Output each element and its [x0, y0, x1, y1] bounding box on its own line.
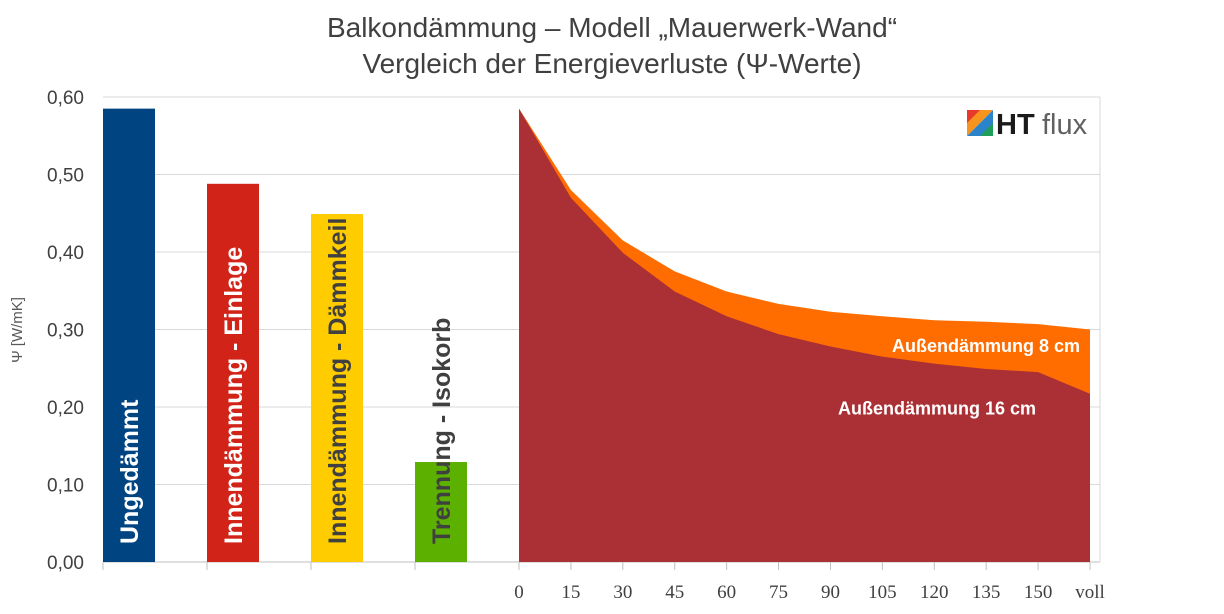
y-tick-label: 0,30	[47, 321, 84, 342]
x-tick-label: voll	[1075, 582, 1105, 603]
x-tick-label: 75	[769, 582, 788, 603]
logo-text-flux: flux	[1042, 109, 1088, 141]
area-series	[519, 108, 1090, 562]
y-tick-label: 0,20	[47, 398, 84, 419]
x-tick-label: 150	[1024, 582, 1053, 603]
bar	[207, 183, 259, 563]
bar	[103, 108, 155, 562]
bar	[415, 462, 467, 562]
htflux-logo: HT flux	[967, 109, 1088, 141]
y-tick-label: 0,40	[47, 243, 84, 264]
x-tick-label: 120	[920, 582, 949, 603]
chart-title: Balkondämmung – Modell „Mauerwerk-Wand“ …	[0, 10, 1224, 82]
y-tick-label: 0,00	[47, 553, 84, 574]
bar-label: Innendämmung - Einlage	[220, 247, 248, 544]
x-tick-label: 15	[561, 582, 580, 603]
bar-label: Innendämmung - Dämmkeil	[324, 218, 352, 544]
series-label: Außendämmung 8 cm	[892, 336, 1080, 356]
x-tick-label: 90	[821, 582, 840, 603]
logo-mark-icon	[967, 110, 993, 136]
y-tick-label: 0,10	[47, 476, 84, 497]
y-tick-label: 0,60	[47, 88, 84, 109]
chart-subtitle: Vergleich der Energieverluste (Ψ-Werte)	[362, 48, 862, 79]
y-tick-labels: 0,00 0,10 0,20 0,30 0,40 0,50 0,60	[47, 88, 84, 574]
x-tick-label: 135	[972, 582, 1001, 603]
chart-title-line1: Balkondämmung – Modell „Mauerwerk-Wand“	[326, 12, 898, 43]
y-tick-label: 0,50	[47, 166, 84, 187]
x-tick-label: 0	[514, 582, 524, 603]
x-tick-labels: 0 15 30 45 60 75 90 105 120 135 150 voll	[514, 562, 1105, 603]
series-label: Außendämmung 16 cm	[838, 399, 1036, 419]
x-tick-label: 105	[868, 582, 897, 603]
y-axis-label: Ψ [W/mK]	[9, 297, 26, 363]
x-tick-label: 45	[665, 582, 684, 603]
bar-label: Trennung - Isokorb	[428, 318, 456, 544]
bar	[311, 214, 363, 562]
bar-label: Ungedämmt	[116, 399, 144, 544]
area-chart: Außendämmung 8 cm Außendämmung 16 cm	[519, 108, 1090, 562]
bars: Ungedämmt Innendämmung - Einlage Innendämm…	[103, 108, 467, 563]
x-tick-label: 60	[717, 582, 736, 603]
x-tick-label: 30	[613, 582, 632, 603]
logo-text-ht: HT	[996, 109, 1035, 141]
